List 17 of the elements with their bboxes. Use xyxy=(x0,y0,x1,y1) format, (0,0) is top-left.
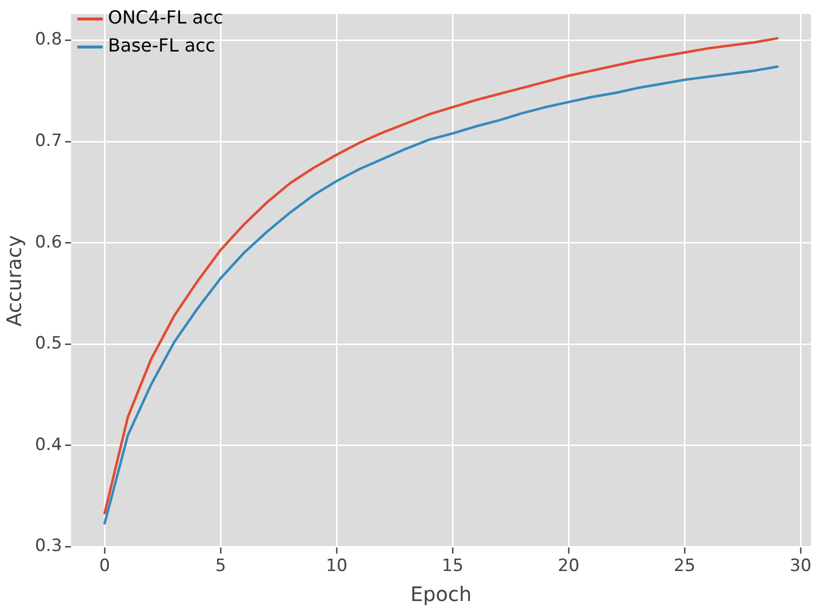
legend-label: Base-FL acc xyxy=(108,36,216,57)
y-tick-label: 0.8 xyxy=(34,30,62,50)
x-tick-label: 30 xyxy=(790,556,812,576)
x-tick-label: 5 xyxy=(215,556,226,576)
x-tick-label: 20 xyxy=(558,556,580,576)
y-tick-label: 0.5 xyxy=(34,334,62,354)
x-tick-label: 25 xyxy=(674,556,696,576)
y-tick-label: 0.4 xyxy=(34,434,62,455)
y-tick-label: 0.6 xyxy=(34,232,62,252)
x-tick-label: 15 xyxy=(442,556,464,576)
y-tick-label: 0.3 xyxy=(34,536,62,556)
x-tick-label: 10 xyxy=(326,556,348,576)
y-tick-label: 0.7 xyxy=(34,131,62,151)
x-axis-title: Epoch xyxy=(410,582,472,606)
legend-label: ONC4-FL acc xyxy=(108,8,224,29)
y-axis-title: Accuracy xyxy=(2,234,26,326)
x-tick-label: 0 xyxy=(99,556,110,576)
